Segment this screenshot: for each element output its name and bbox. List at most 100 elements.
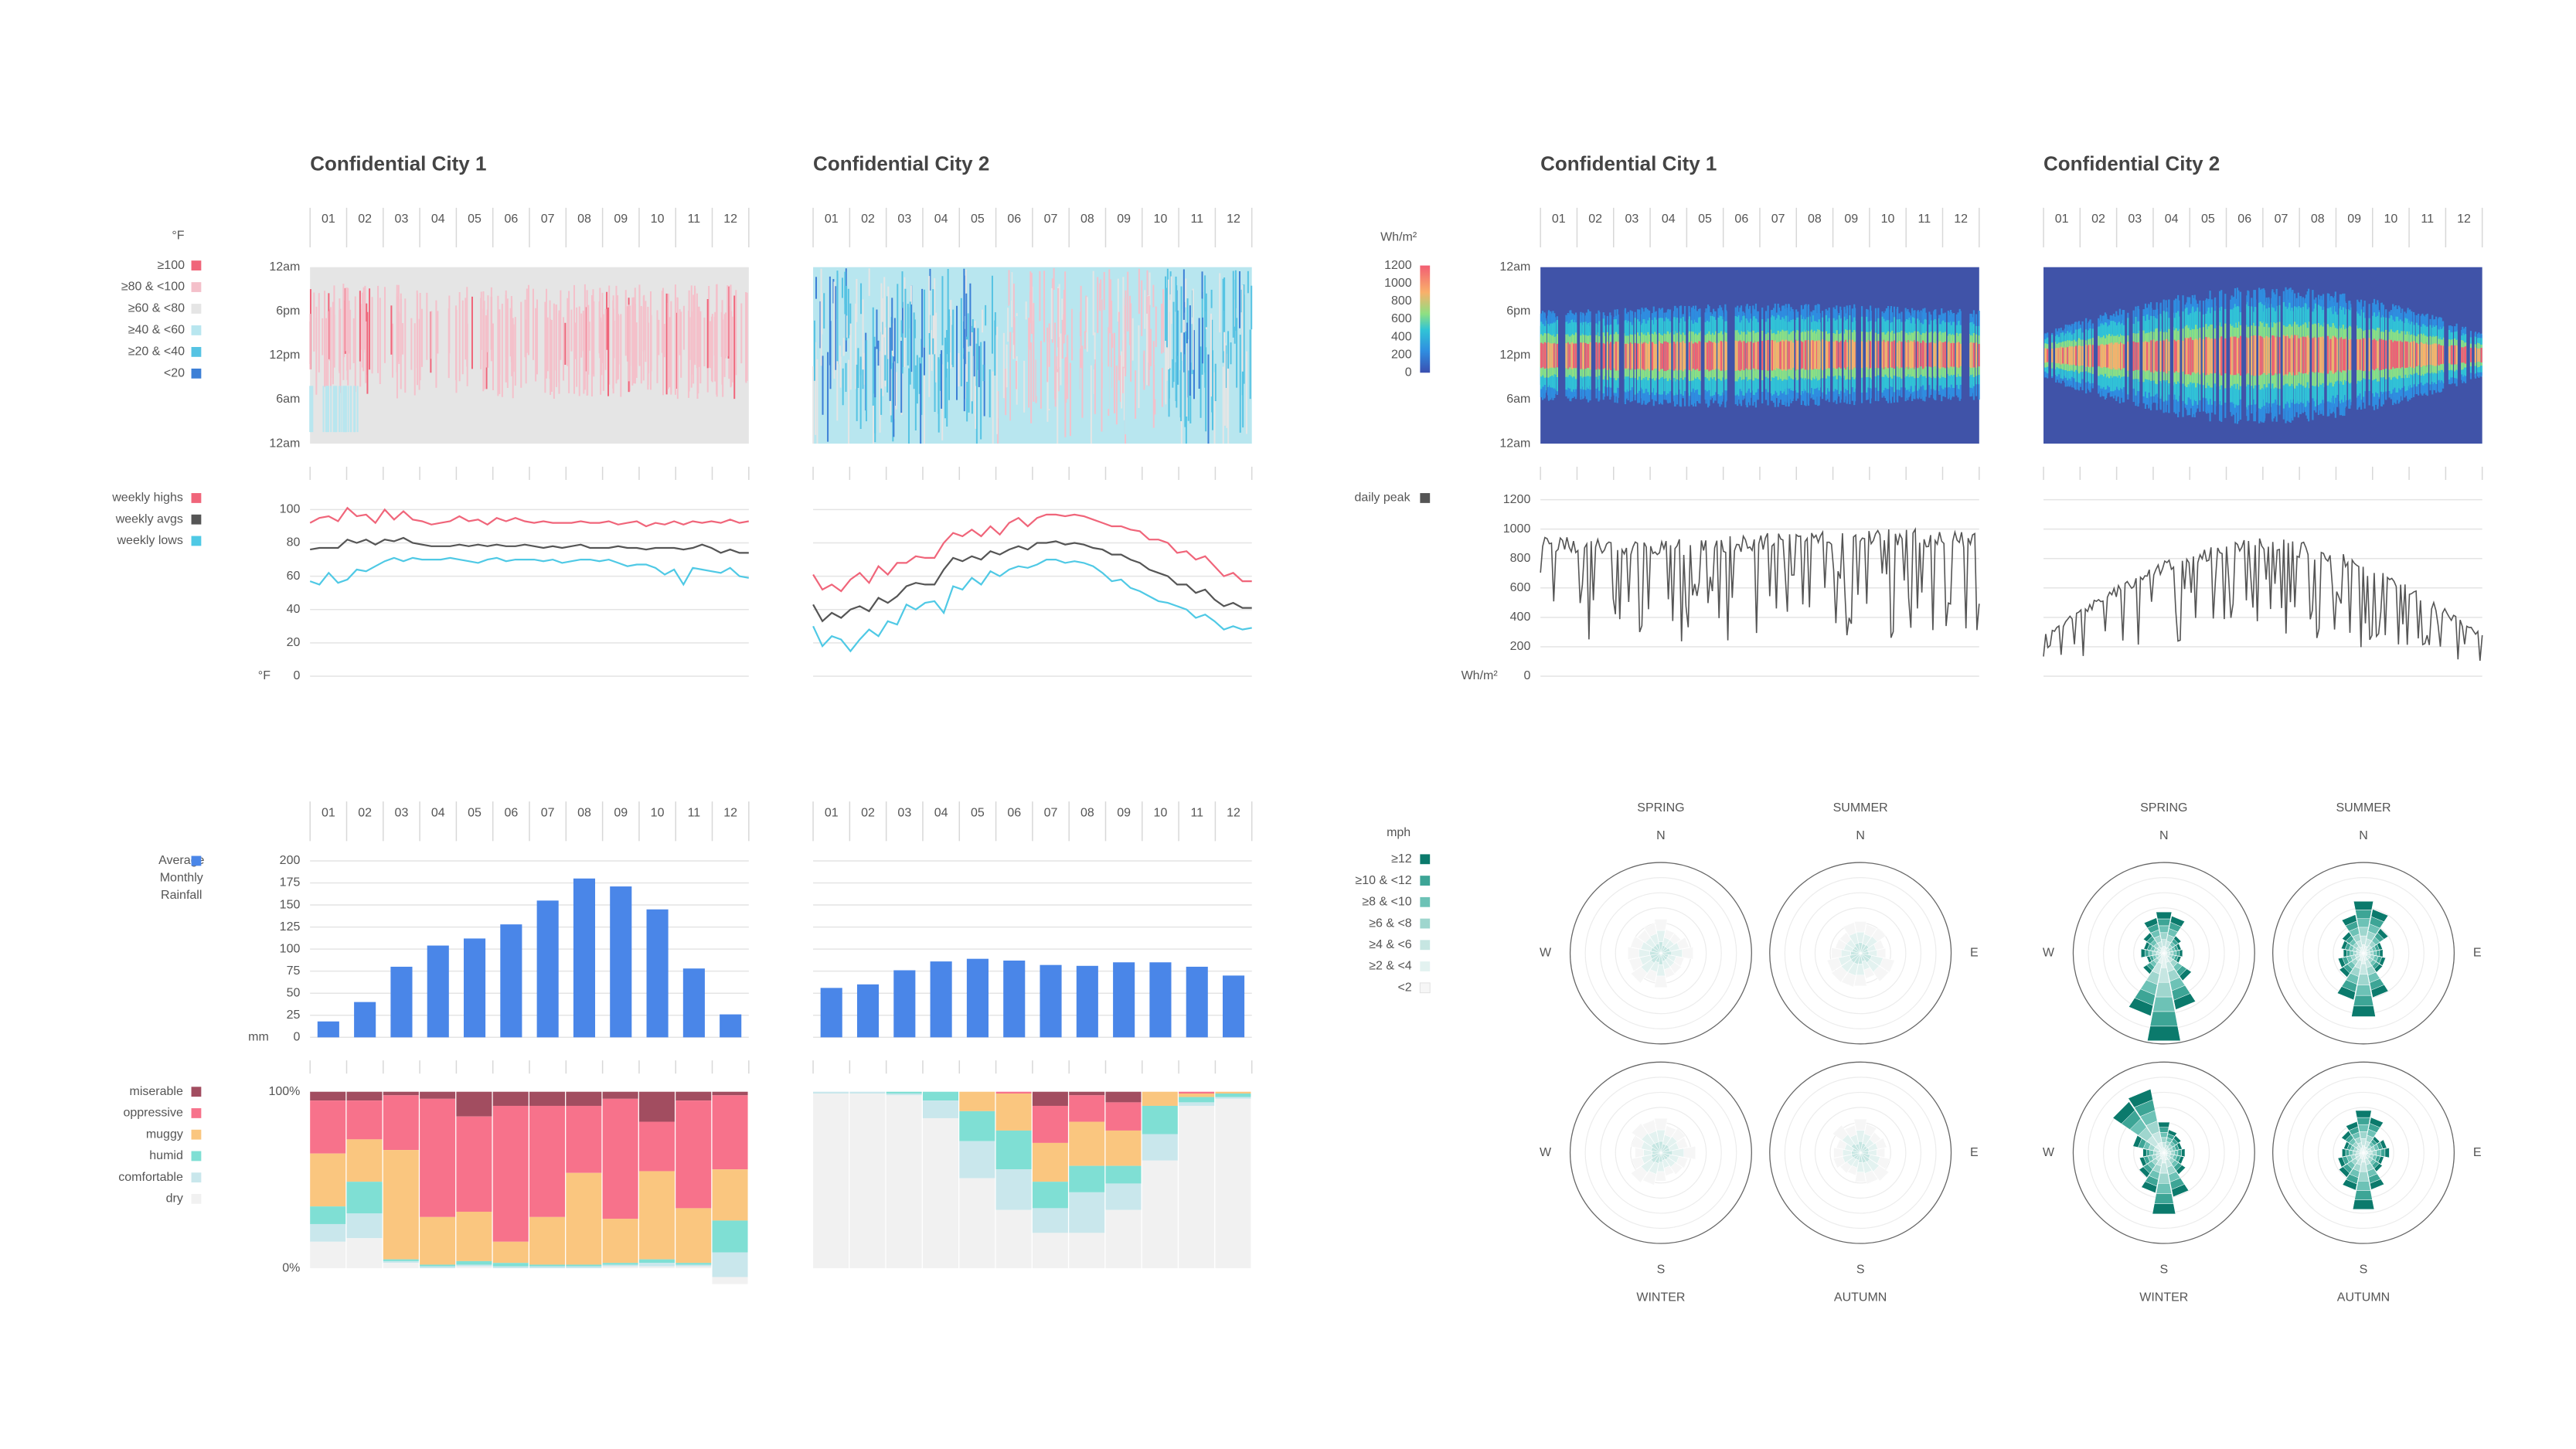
- rainfall-legend-swatch: [191, 855, 202, 866]
- city2-wind-rose-petal: [2371, 1150, 2377, 1156]
- city1-wind-rose-petal: [1853, 975, 1867, 987]
- city1-wind-rose-petal: [1833, 1147, 1843, 1158]
- solar-scale-tick: 200: [1391, 348, 1412, 361]
- city1-wind-rose-petal: [1644, 923, 1657, 937]
- city2-wind-rose-petal: [2337, 1157, 2346, 1168]
- city1-humidity-segment: [456, 1116, 492, 1212]
- city1-rainfall-bar: [354, 1002, 376, 1038]
- city2-wind-rose-petal: [2173, 1135, 2182, 1144]
- bottom-axis-1-month-label-03: 03: [897, 806, 911, 819]
- city1-humidity-segment: [492, 1105, 529, 1242]
- city1-humidity-segment: [492, 1241, 529, 1264]
- city1-humidity-segment: [346, 1182, 383, 1214]
- daily-peak-unit: Wh/m²: [1462, 669, 1499, 682]
- city1-humidity-segment: [346, 1238, 383, 1269]
- city1-humidity-segment: [310, 1091, 346, 1101]
- city1-humidity-segment: [566, 1105, 602, 1173]
- city1-wind-rose-ring: [1784, 877, 1937, 1029]
- city1-rainfall-bar: [646, 909, 669, 1038]
- top-axis-2-month-label-07: 07: [1771, 213, 1785, 226]
- city2-humidity-segment: [1032, 1208, 1068, 1233]
- city1-wind-rose-petal: [1854, 921, 1867, 933]
- city2-humidity-segment: [1105, 1165, 1142, 1184]
- city2-humidity-segment: [1142, 1091, 1178, 1106]
- daily-peak-legend-swatch: [1420, 493, 1431, 503]
- city2-wind-rose-winter: [2072, 1061, 2255, 1244]
- city1-humidity-segment: [529, 1264, 566, 1267]
- city2-humidity-segment: [959, 1178, 995, 1269]
- city1-humidity-segment: [420, 1091, 456, 1099]
- rainfall-ytick: 150: [280, 898, 301, 911]
- city2-wind-rose-ring: [2088, 1077, 2241, 1230]
- city2-wind-rose-petal: [2139, 1156, 2147, 1167]
- bottom-axis-1-month-label-08: 08: [1080, 806, 1094, 819]
- humidity-legend-label: miserable: [130, 1085, 183, 1098]
- city2-compass-s: S: [2360, 1263, 2368, 1276]
- city2-wind-rose-petal: [2176, 956, 2182, 964]
- bottom-axis-0-month-label-08: 08: [577, 806, 591, 819]
- city1-wind-rose-petal: [1642, 1119, 1657, 1134]
- city1-wind-rose-petal: [1663, 929, 1675, 940]
- city1-wind-rose-petal: [1628, 957, 1643, 971]
- city1-wind-rose-petal: [1832, 1156, 1846, 1168]
- city1-compass-s: S: [1657, 1263, 1666, 1276]
- city2-rainfall-bar: [1149, 962, 1172, 1038]
- rainfall-unit: mm: [248, 1031, 269, 1044]
- temp-time-tick: 6am: [276, 393, 300, 406]
- top-axis-2-month-label-02: 02: [1588, 213, 1602, 226]
- city2-humidity-segment: [886, 1091, 922, 1094]
- city1-compass-s: S: [1856, 1263, 1865, 1276]
- temp-line-legend-swatch: [191, 514, 202, 525]
- city2-season-label-winter: WINTER: [2139, 1291, 2188, 1304]
- city2-wind-rose-petal: [2173, 951, 2177, 956]
- city2-wind-rose-petal: [2340, 940, 2348, 950]
- humidity-legend-swatch: [191, 1129, 202, 1140]
- city2-wind-rose-petal: [2174, 1149, 2179, 1156]
- city1-humidity-segment: [456, 1091, 492, 1117]
- city2-wind-rose-petal: [2353, 995, 2374, 1007]
- solar-legend-unit: Wh/m²: [1380, 231, 1417, 244]
- top-axis-0-month-label-10: 10: [651, 213, 665, 226]
- solar-time-tick: 12pm: [1499, 349, 1530, 362]
- wind-legend-label: ≥6 & <8: [1369, 917, 1412, 930]
- city2-wind-rose-petal: [2379, 957, 2387, 966]
- rainfall-ytick: 0: [293, 1031, 300, 1044]
- temp-legend-label: ≥60 & <80: [128, 302, 185, 315]
- city1-wind-rose-petal: [1630, 966, 1648, 984]
- city2-rainfall-bar: [966, 958, 989, 1038]
- city2-humidity-segment: [1105, 1091, 1142, 1103]
- city1-wind-rose-petal: [1873, 965, 1889, 982]
- wind-legend-swatch: [1420, 876, 1431, 886]
- top-axis-3-month-label-03: 03: [2128, 213, 2142, 226]
- solar-scale-tick: 1200: [1384, 259, 1412, 272]
- city1-wind-rose-petal: [1654, 919, 1668, 931]
- city1-humidity-segment: [675, 1100, 712, 1209]
- daily-peak-ytick: 1000: [1503, 522, 1531, 536]
- city1-wind-rose-petal: [1826, 957, 1842, 972]
- top-axis-2-month-label-03: 03: [1625, 213, 1639, 226]
- city1-wind-rose-autumn: [1769, 1061, 1952, 1244]
- city2-wind-rose-petal: [2156, 911, 2173, 920]
- solar-time-tick: 6pm: [1506, 304, 1530, 318]
- humidity-legend-swatch: [191, 1087, 202, 1097]
- solar-scale-tick: 800: [1391, 294, 1412, 308]
- top-axis-0-month-label-07: 07: [541, 213, 555, 226]
- city2-wind-rose-petal: [2147, 1026, 2181, 1042]
- bottom-axis-0-month-label-09: 09: [614, 806, 628, 819]
- city1-wind-rose-ring: [1615, 1107, 1707, 1199]
- wind-legend-label: <2: [1397, 981, 1411, 994]
- city1-wind-rose-petal: [1875, 1138, 1887, 1150]
- daily-peak-legend-label: daily peak: [1355, 492, 1411, 505]
- wind-legend-label: ≥12: [1391, 852, 1412, 866]
- top-axis-2-month-label-06: 06: [1734, 213, 1748, 226]
- city2-wind-rose-petal: [2170, 1150, 2175, 1155]
- city2-wind-rose-ring: [2287, 1077, 2440, 1230]
- city1-humidity-segment: [602, 1091, 638, 1099]
- city1-humidity-segment: [456, 1211, 492, 1261]
- city2-wind-rose-spring: [2072, 862, 2255, 1045]
- city1-wind-rose-petal: [1683, 1145, 1696, 1160]
- bottom-axis-0-month-label-05: 05: [468, 806, 482, 819]
- city1-wind-rose-petal: [1669, 962, 1682, 975]
- city1-wind-rose-petal: [1876, 1148, 1885, 1158]
- city2-wind-rose-petal: [2146, 956, 2152, 964]
